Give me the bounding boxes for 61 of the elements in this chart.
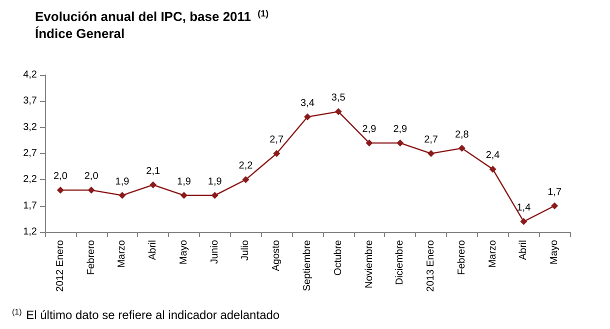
- x-tick-label: Febrero: [456, 240, 468, 276]
- point: [520, 218, 528, 226]
- point: [304, 113, 311, 120]
- point: [118, 192, 126, 199]
- data-label: 2,8: [454, 129, 470, 140]
- data-label: 3,5: [331, 92, 346, 104]
- x-tick-label: Junio: [209, 240, 220, 264]
- data-label: 1,9: [115, 176, 130, 188]
- point: [56, 186, 64, 194]
- y-tick-label: 2,7: [23, 148, 38, 159]
- point: [88, 186, 95, 194]
- data-label: 1,7: [548, 186, 562, 198]
- chart-subtitle: Índice General: [35, 26, 125, 41]
- x-tick-label: Octubre: [332, 240, 344, 276]
- data-label: 2,4: [486, 150, 500, 162]
- data-label: 2,7: [424, 134, 438, 146]
- point: [211, 192, 218, 199]
- y-tick-label: 4,2: [23, 70, 38, 80]
- data-label: 1,4: [516, 202, 532, 214]
- y-tick-label: 1,2: [23, 226, 38, 238]
- x-tick-label: Marzo: [487, 240, 498, 268]
- data-label: 2,9: [393, 124, 408, 136]
- x-tick-label: Mayo: [178, 240, 190, 264]
- point: [334, 108, 342, 116]
- data-label: 2,0: [53, 171, 68, 182]
- x-tick-label: Mayo: [549, 240, 560, 264]
- y-tick-label: 1,7: [23, 200, 38, 212]
- data-label: 1,9: [208, 176, 222, 188]
- x-tick-label: Marzo: [116, 240, 128, 268]
- x-tick-label: Agosto: [271, 240, 282, 272]
- y-tick-label: 3,2: [23, 122, 38, 133]
- point: [428, 150, 435, 157]
- data-label: 2,2: [238, 160, 254, 172]
- x-tick-label: Diciembre: [394, 240, 406, 286]
- point: [458, 144, 466, 152]
- data-label: 2,0: [84, 171, 99, 182]
- point: [366, 140, 373, 147]
- x-tick-label: Abril: [148, 240, 159, 260]
- data-label: 2,1: [146, 166, 160, 177]
- data-label: 3,4: [300, 98, 315, 109]
- point: [150, 181, 157, 188]
- data-label: 1,9: [177, 176, 192, 188]
- point: [273, 150, 280, 157]
- y-tick-label: 3,7: [23, 96, 38, 107]
- point: [551, 202, 558, 210]
- x-tick-label: Julio: [240, 240, 252, 261]
- x-tick-label: 2013 Enero: [426, 240, 437, 292]
- data-label: 2,9: [362, 124, 377, 136]
- y-tick-label: 2,2: [23, 174, 38, 186]
- x-tick-label: Febrero: [86, 240, 97, 276]
- point: [242, 176, 250, 184]
- x-tick-label: Noviembre: [364, 240, 375, 288]
- point: [396, 140, 404, 147]
- point: [180, 192, 188, 199]
- x-tick-label: 2012 Enero: [54, 240, 66, 292]
- text: (1) El último dato se refiere al indicador adelantado: [12, 308, 280, 322]
- chart-title: Evolución anual del IPC, base 2011 (1): [35, 8, 269, 24]
- x-tick-label: Septiembre: [302, 240, 313, 292]
- data-label: 2,7: [270, 134, 284, 146]
- x-tick-label: Abril: [518, 240, 530, 260]
- point: [489, 166, 496, 173]
